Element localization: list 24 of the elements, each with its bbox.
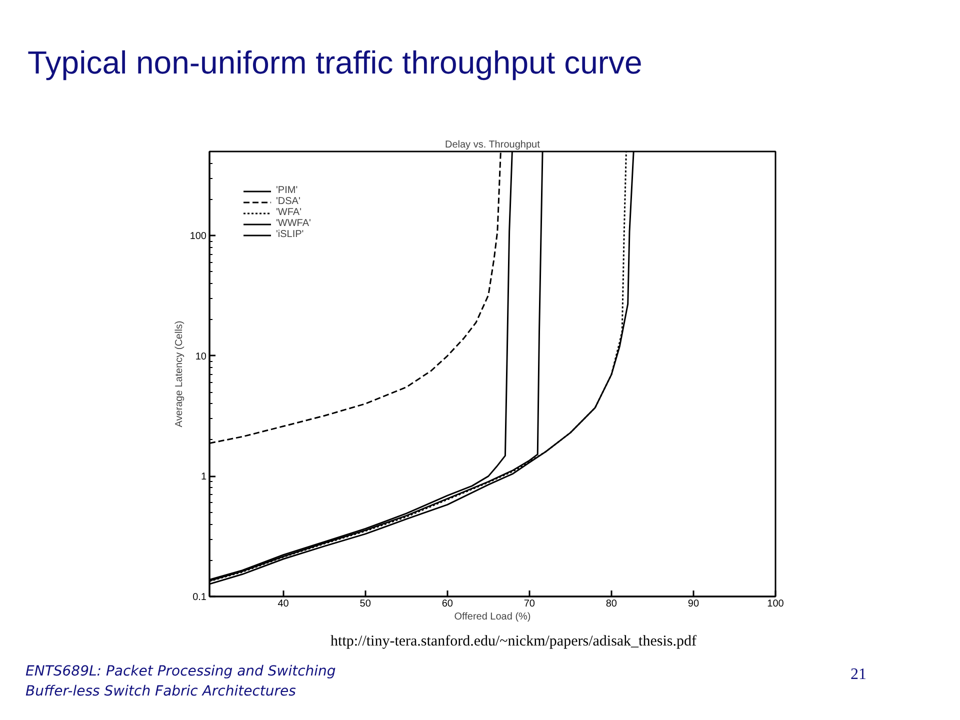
- y-tick-label: 0.1: [192, 592, 207, 603]
- x-tick-label: 60: [442, 598, 454, 610]
- chart-subtitle: Delay vs. Throughput: [444, 140, 540, 150]
- y-tick-label: 100: [190, 231, 207, 242]
- x-tick-label: 70: [524, 598, 536, 610]
- x-tick-label: 50: [360, 598, 372, 610]
- y-tick-label: 1: [200, 472, 207, 483]
- y-axis-title: Average Latency (Cells): [174, 320, 185, 428]
- legend-label: 'DSA': [276, 196, 300, 207]
- x-axis-title: Offered Load (%): [454, 612, 531, 622]
- x-tick-label: 100: [767, 598, 784, 610]
- legend-label: 'PIM': [276, 185, 298, 196]
- x-tick-label: 40: [278, 598, 290, 610]
- text: Buffer-less Switch Fabric Architectures: [26, 684, 296, 700]
- y-tick-label: 10: [195, 351, 207, 362]
- x-tick-label: 80: [606, 598, 618, 610]
- legend-label: 'WWFA': [276, 218, 311, 229]
- legend-label: 'iSLIP': [276, 229, 304, 240]
- x-tick-label: 90: [688, 598, 700, 610]
- text: http://tiny-tera.stanford.edu/~nickm/papers/adisak_thesis.pdf: [330, 634, 696, 650]
- text: ENTS689L: Packet Processing and Switching: [26, 664, 336, 680]
- legend-label: 'WFA': [276, 207, 302, 218]
- text: 21: [850, 666, 866, 683]
- chart-title: Typical non-uniform traffic throughput curve: [28, 44, 642, 80]
